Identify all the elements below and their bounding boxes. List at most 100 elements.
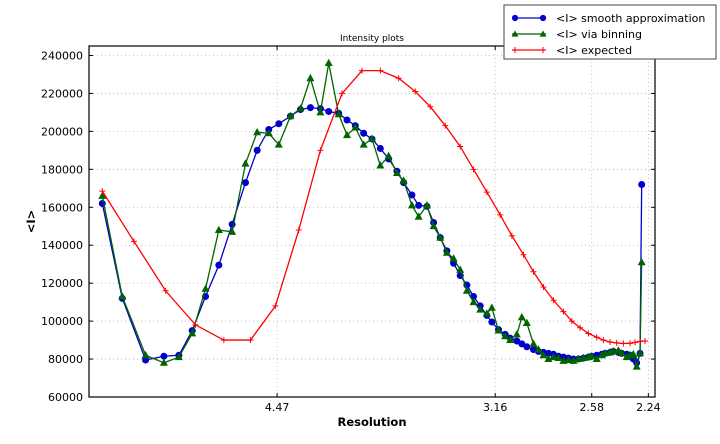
data-point-marker: [343, 130, 352, 139]
data-point-marker: [501, 331, 510, 340]
gridlines: [89, 46, 655, 397]
data-point-marker: [275, 120, 283, 128]
data-point-marker: [470, 166, 477, 173]
data-point-marker: [159, 358, 168, 366]
data-point-marker: [188, 329, 197, 337]
data-point-marker: [539, 350, 548, 359]
data-point-marker: [494, 326, 503, 334]
data-point-marker: [497, 211, 504, 218]
data-point-marker: [627, 340, 634, 347]
data-point-marker: [414, 212, 423, 220]
data-point-marker: [508, 232, 515, 239]
legend-marker: [539, 14, 547, 22]
data-point-marker: [549, 352, 558, 361]
x-axis-label: Resolution: [337, 415, 406, 429]
y-tick-label: 80000: [48, 353, 83, 366]
data-point-marker: [550, 297, 557, 304]
x-tick-label: 4.47: [265, 401, 290, 414]
data-point-marker: [141, 350, 150, 359]
data-point-marker: [560, 308, 567, 315]
data-point-marker: [376, 144, 384, 152]
data-point-marker: [636, 349, 645, 357]
data-series-group: [98, 58, 649, 370]
legend-marker: [539, 30, 547, 37]
data-point-marker: [564, 355, 573, 363]
data-point-marker: [436, 233, 445, 241]
data-point-marker: [377, 67, 384, 74]
data-point-marker: [306, 104, 314, 112]
y-tick-label: 120000: [41, 277, 83, 290]
data-point-marker: [476, 305, 485, 313]
data-point-marker: [306, 73, 315, 82]
data-point-marker: [482, 309, 491, 317]
data-point-marker: [523, 343, 531, 351]
data-point-marker: [412, 88, 419, 95]
data-point-marker: [296, 104, 305, 112]
data-point-marker: [253, 128, 262, 136]
data-point-marker: [367, 134, 377, 142]
data-point-marker: [98, 191, 107, 199]
legend-marker: [511, 14, 519, 22]
y-tick-label: 160000: [41, 201, 83, 214]
data-point-marker: [632, 339, 639, 346]
data-point-marker: [399, 176, 408, 184]
data-point-marker: [392, 168, 401, 177]
legend-label: <I> via binning: [556, 28, 642, 41]
data-point-marker: [427, 103, 434, 110]
data-point-marker: [534, 345, 543, 353]
data-point-marker: [220, 337, 227, 344]
data-point-marker: [613, 339, 620, 346]
data-point-marker: [228, 227, 237, 235]
data-point-marker: [469, 297, 478, 306]
y-tick-label: 240000: [41, 49, 83, 62]
x-axis: 4.47 3.16 2.58 2.24: [265, 46, 661, 414]
data-point-marker: [629, 349, 638, 358]
data-point-marker: [316, 108, 325, 116]
data-point-marker: [600, 337, 607, 344]
data-point-marker: [317, 147, 324, 154]
data-point-marker: [395, 75, 402, 82]
data-point-marker: [632, 362, 641, 370]
data-point-marker: [529, 339, 538, 347]
data-point-marker: [247, 337, 254, 344]
x-tick-label: 2.24: [636, 401, 661, 414]
data-point-marker: [339, 90, 346, 97]
y-tick-label: 200000: [41, 125, 83, 138]
y-tick-label: 180000: [41, 163, 83, 176]
data-point-marker: [637, 257, 646, 266]
data-point-marker: [264, 128, 273, 137]
data-point-marker: [568, 318, 575, 325]
data-point-marker: [241, 159, 250, 167]
data-point-marker: [456, 265, 465, 273]
data-point-marker: [587, 351, 596, 360]
data-point-marker: [488, 318, 496, 326]
data-point-marker: [642, 338, 649, 345]
data-point-marker: [530, 268, 537, 275]
x-tick-label: 3.16: [483, 401, 508, 414]
data-point-marker: [422, 201, 431, 209]
data-point-marker: [592, 354, 601, 362]
data-point-marker: [360, 129, 368, 137]
data-point-marker: [585, 330, 592, 337]
x-tick-label: 2.58: [579, 401, 604, 414]
data-point-marker: [241, 179, 249, 187]
data-point-marker: [359, 67, 366, 74]
data-point-marker: [201, 284, 210, 292]
data-point-marker: [512, 330, 521, 338]
data-point-marker: [160, 352, 168, 360]
data-point-marker: [506, 335, 515, 344]
data-point-marker: [99, 188, 106, 195]
data-point-marker: [162, 287, 169, 294]
data-point-marker: [607, 338, 614, 345]
data-point-marker: [130, 238, 137, 245]
data-point-marker: [442, 122, 449, 129]
data-point-marker: [384, 151, 393, 159]
data-point-marker: [407, 201, 416, 209]
y-axis-label: <I>: [24, 210, 38, 234]
data-point-marker: [517, 312, 526, 321]
legend-marker: [540, 47, 546, 53]
data-point-marker: [638, 180, 646, 188]
legend: <I> smooth approximation <I> via binning <…: [503, 4, 717, 60]
